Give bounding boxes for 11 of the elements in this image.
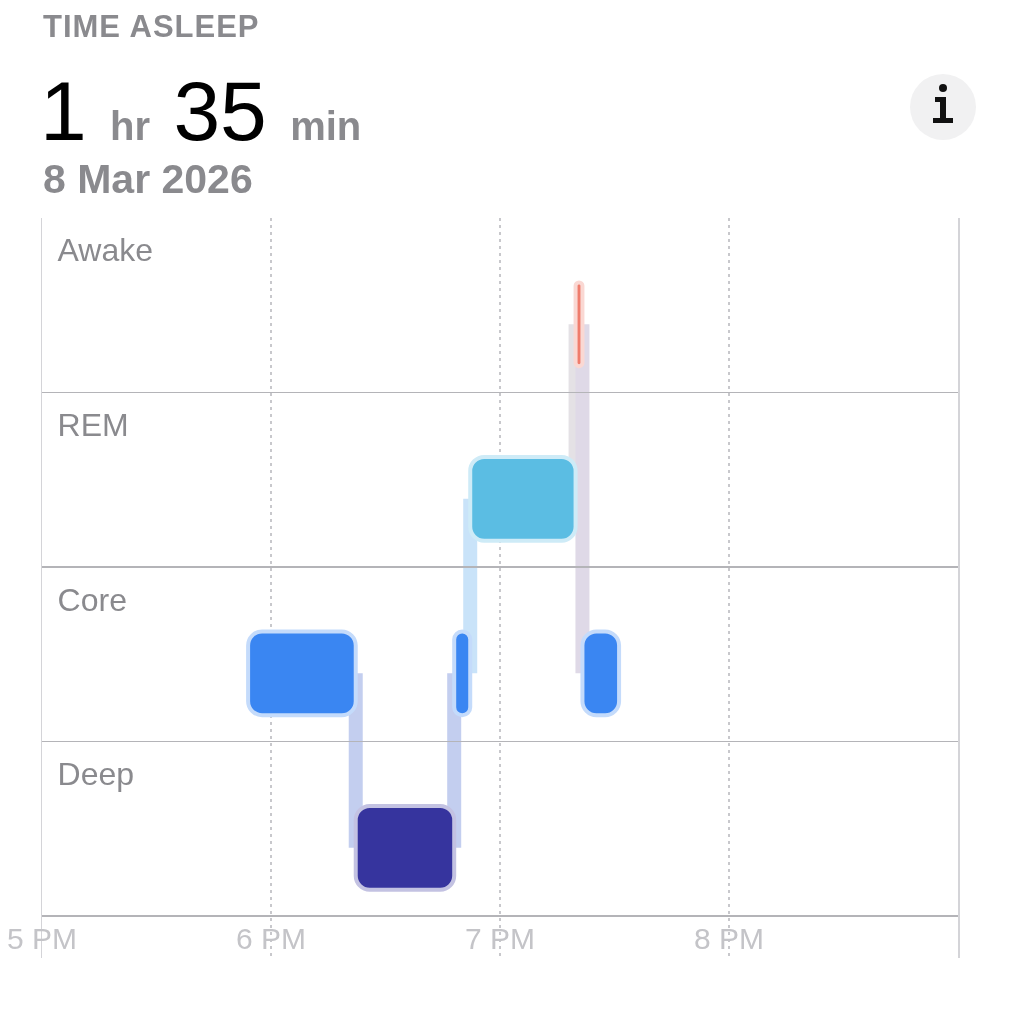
text: 8 Mar 2026: [43, 156, 253, 203]
x-tick-label: 5 PM: [6, 922, 78, 955]
y-tick-label: REM: [57, 406, 129, 443]
chart-subtitle: 1 hr 35 min: [40, 64, 362, 158]
x-tick-label: 7 PM: [464, 922, 536, 955]
y-tick-label: Core: [57, 581, 127, 618]
y-tick-label: Deep: [57, 756, 135, 793]
y-tick-label: Awake: [57, 232, 154, 269]
x-tick-label: 6 PM: [235, 922, 307, 955]
x-tick-label: 8 PM: [693, 922, 765, 955]
chart-title: TIME ASLEEP: [43, 9, 260, 45]
